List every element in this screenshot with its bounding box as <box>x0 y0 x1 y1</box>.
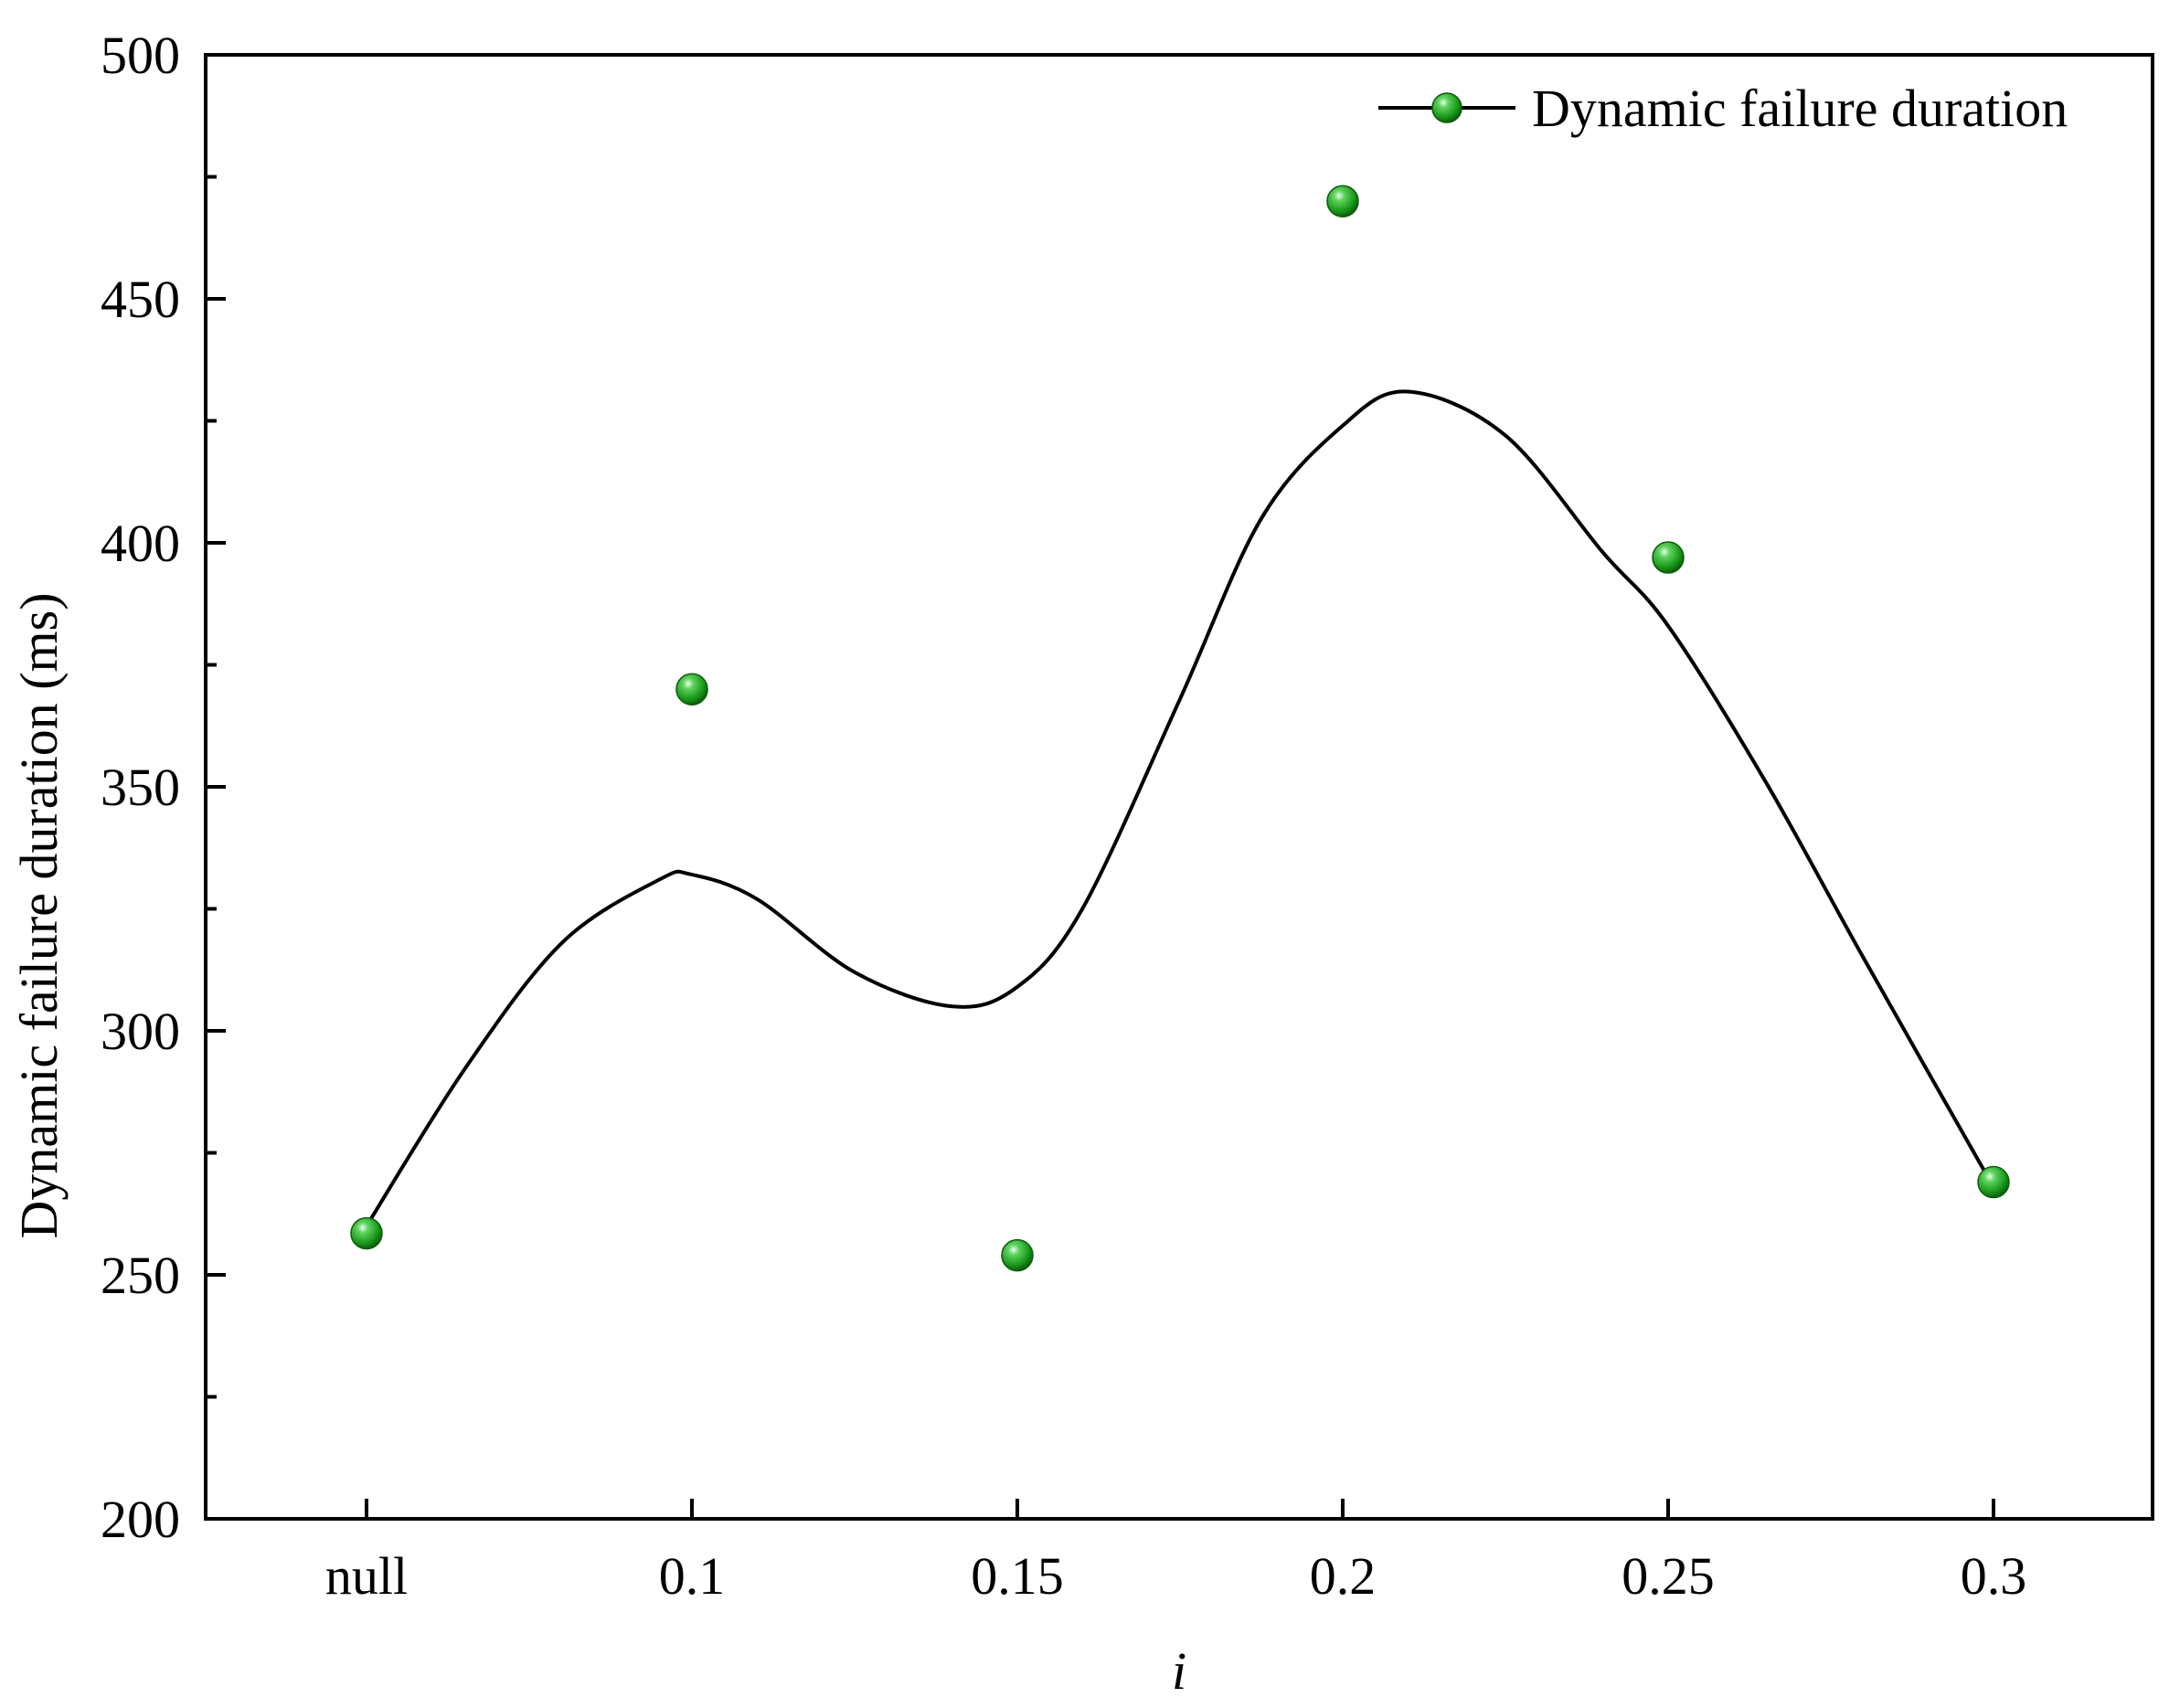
x-tick-label: 0.1 <box>659 1546 726 1606</box>
y-axis: 200 250 300 350 400 450 500 <box>101 26 226 1549</box>
y-tick-label: 250 <box>101 1246 180 1305</box>
y-tick-label: 400 <box>101 514 180 573</box>
data-point <box>1652 541 1685 574</box>
data-point <box>1977 1165 2010 1199</box>
y-axis-title: Dynamic failure duration (ms) <box>9 592 69 1238</box>
legend: Dynamic failure duration <box>1378 79 2068 138</box>
legend-marker <box>1431 92 1462 123</box>
data-point <box>675 673 708 705</box>
y-tick-label: 350 <box>101 758 180 817</box>
y-tick-label: 450 <box>101 270 180 329</box>
data-point <box>1001 1238 1034 1272</box>
plot-frame <box>204 53 2154 1521</box>
data-points <box>350 185 2010 1272</box>
x-axis-title: i <box>1172 1641 1186 1701</box>
fit-curve <box>365 389 1995 1227</box>
x-tick-label: null <box>325 1546 408 1606</box>
x-tick-label: 0.3 <box>1961 1546 2027 1606</box>
y-tick-label: 200 <box>101 1490 180 1549</box>
x-tick-label: 0.25 <box>1621 1546 1715 1606</box>
x-tick-label: 0.2 <box>1310 1546 1377 1606</box>
data-point <box>350 1216 383 1250</box>
legend-label: Dynamic failure duration <box>1532 79 2068 138</box>
data-point <box>1326 185 1359 217</box>
y-tick-label: 300 <box>101 1002 180 1061</box>
y-tick-label: 500 <box>101 26 180 85</box>
plot-border <box>204 53 2154 1521</box>
x-tick-label: 0.15 <box>971 1546 1064 1606</box>
x-axis: null 0.1 0.15 0.2 0.25 0.3 <box>325 1499 2026 1606</box>
